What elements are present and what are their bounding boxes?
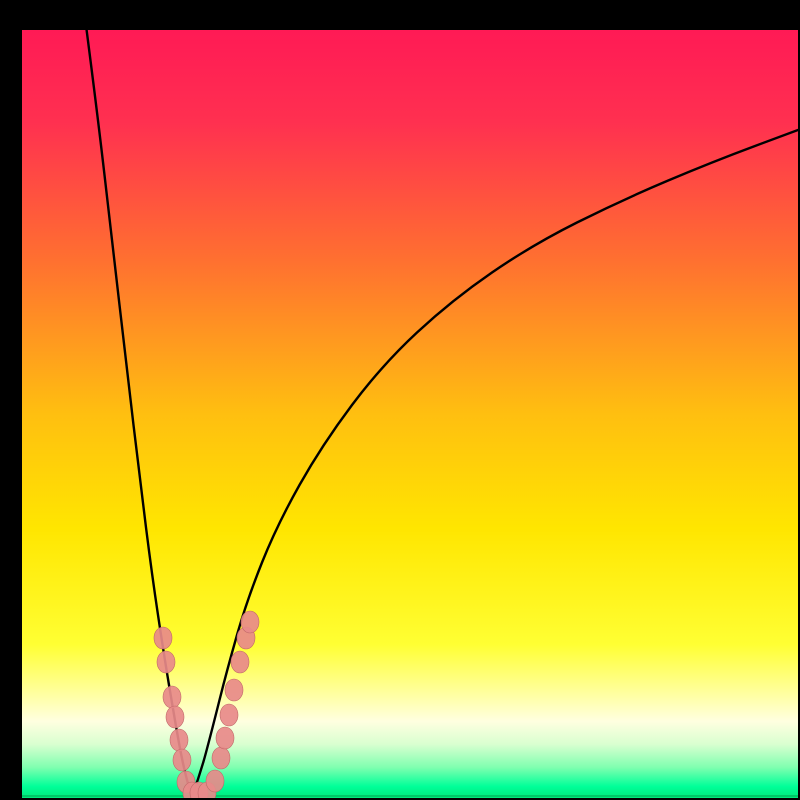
data-marker xyxy=(157,651,175,673)
data-marker xyxy=(170,729,188,751)
data-marker xyxy=(220,704,238,726)
data-marker xyxy=(166,706,184,728)
plot-area xyxy=(22,30,798,798)
data-marker xyxy=(163,686,181,708)
data-marker xyxy=(154,627,172,649)
data-marker xyxy=(206,770,224,792)
frame-border xyxy=(0,0,22,800)
data-marker xyxy=(231,651,249,673)
data-marker xyxy=(173,749,191,771)
data-marker xyxy=(216,727,234,749)
data-marker xyxy=(225,679,243,701)
data-marker xyxy=(212,747,230,769)
gradient-background xyxy=(22,30,798,798)
chart-svg xyxy=(22,30,798,798)
data-marker xyxy=(241,611,259,633)
frame-border xyxy=(22,0,800,30)
